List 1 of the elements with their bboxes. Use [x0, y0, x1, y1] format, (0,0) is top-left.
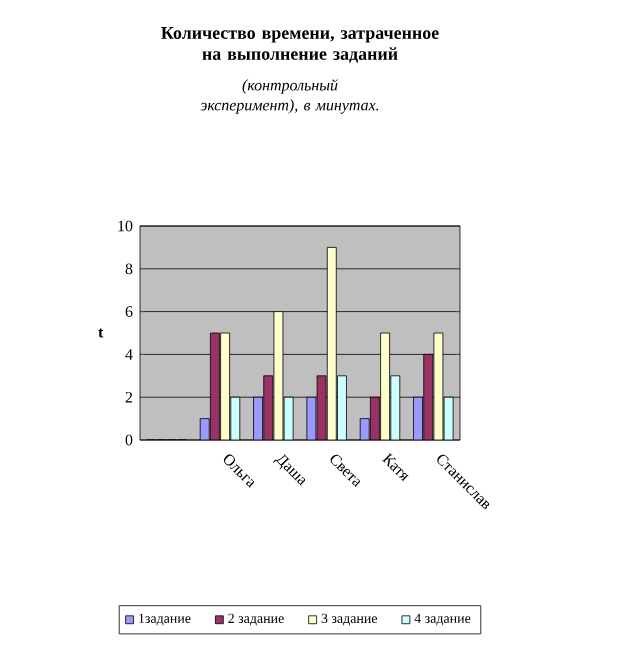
chart-title: Количество времени, затраченное на выполнение заданий — [161, 27, 439, 63]
